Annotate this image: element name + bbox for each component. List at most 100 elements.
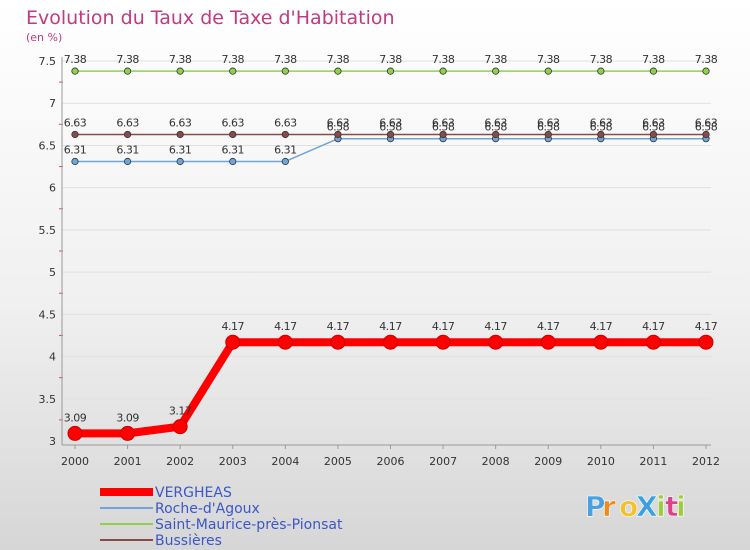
legend-label: VERGHEAS [155, 485, 232, 501]
data-point [698, 334, 714, 350]
logo-letter: t [665, 490, 678, 523]
data-label: 6.31 [116, 143, 139, 156]
series-2 [71, 130, 710, 139]
y-tick-label: 6.5 [39, 139, 57, 152]
data-label: 7.38 [537, 53, 560, 66]
data-label: 6.63 [537, 116, 560, 129]
data-label: 4.17 [432, 320, 455, 333]
data-point [334, 130, 342, 139]
series-0 [71, 67, 710, 75]
data-point [702, 130, 710, 139]
logo-letter: o [619, 490, 638, 523]
data-label: 4.17 [222, 320, 245, 333]
data-point [172, 419, 188, 435]
data-label: 6.58 [484, 121, 507, 134]
data-point [229, 130, 237, 139]
logo-letter: i [656, 490, 666, 523]
data-label: 7.38 [642, 53, 665, 66]
logo-letter: X [636, 490, 658, 523]
data-label: 7.38 [484, 53, 507, 66]
x-tick-label: 2011 [639, 455, 667, 468]
grid-lines [62, 60, 711, 442]
data-label: 3.09 [116, 411, 139, 424]
data-point [649, 130, 658, 139]
x-tick-label: 2009 [534, 455, 562, 468]
data-point [383, 334, 398, 350]
data-point [645, 334, 661, 350]
data-label: 6.58 [590, 121, 613, 134]
data-label: 7.38 [590, 53, 613, 66]
data-point [330, 334, 346, 350]
data-point [71, 67, 79, 75]
data-label: 7.38 [222, 53, 245, 66]
y-tick-label: 7 [49, 97, 56, 110]
data-labels: 7.38 7.38 7.38 7.38 7.38 7.38 7.38 7.38 7.38 7.38… [64, 53, 718, 424]
x-tick-label: 2012 [692, 455, 720, 468]
axes: 3 3.5 4 4.5 5 5.5 6 6.5 7 7.5 2000 2001 2002 2003 2004… [39, 55, 721, 468]
data-point [281, 67, 289, 75]
data-point [544, 67, 552, 75]
data-point [597, 130, 605, 139]
data-point [123, 67, 132, 75]
data-point [435, 334, 451, 350]
data-point [176, 157, 184, 166]
data-label: 6.63 [642, 116, 665, 129]
x-tick-label: 2004 [271, 455, 299, 468]
data-label: 6.31 [169, 143, 192, 156]
data-label: 4.17 [537, 320, 560, 333]
logo-letter: i [676, 490, 686, 523]
data-label: 6.58 [642, 121, 665, 134]
data-label: 7.38 [327, 53, 350, 66]
x-tick-label: 2010 [587, 455, 615, 468]
data-label: 4.17 [327, 320, 350, 333]
data-point [225, 334, 241, 350]
data-label: 6.58 [432, 121, 455, 134]
data-label: 7.38 [274, 53, 297, 66]
logo-letter: P [585, 490, 606, 523]
data-point [123, 130, 132, 139]
data-point [120, 425, 136, 441]
data-label: 6.63 [432, 116, 455, 129]
data-point [702, 67, 710, 75]
y-tick-label: 3 [49, 435, 56, 448]
data-point [386, 130, 395, 139]
data-label: 6.63 [222, 116, 245, 129]
legend-label: Bussières [155, 533, 222, 549]
series-group [67, 67, 714, 441]
data-point [229, 67, 237, 75]
data-point [649, 67, 658, 75]
data-point [488, 334, 504, 350]
x-tick-label: 2006 [377, 455, 405, 468]
y-tick-label: 5.5 [39, 224, 57, 237]
data-label: 4.17 [590, 320, 613, 333]
data-label: 4.17 [642, 320, 665, 333]
data-label: 6.31 [64, 143, 87, 156]
data-label: 7.38 [64, 53, 87, 66]
data-label: 6.63 [484, 116, 507, 129]
data-point [593, 334, 609, 350]
data-point [229, 157, 237, 166]
data-label: 4.17 [274, 320, 297, 333]
data-point [71, 130, 79, 139]
data-label: 6.58 [537, 121, 560, 134]
data-label: 4.17 [484, 320, 507, 333]
data-label: 3.09 [64, 411, 87, 424]
data-point [71, 157, 79, 166]
x-tick-label: 2003 [219, 455, 247, 468]
data-label: 6.31 [222, 143, 245, 156]
y-axis-unit-label: (en %) [26, 31, 62, 44]
data-point [544, 130, 552, 139]
data-label: 6.58 [379, 121, 402, 134]
data-label: 6.58 [695, 121, 718, 134]
data-label: 4.17 [695, 320, 718, 333]
y-tick-label: 7.5 [39, 55, 57, 68]
data-point [281, 157, 289, 166]
data-point [386, 67, 395, 75]
series-3 [67, 334, 714, 441]
data-point [597, 67, 605, 75]
data-point [67, 425, 83, 441]
data-point [492, 67, 500, 75]
data-label: 7.38 [379, 53, 402, 66]
data-label: 6.63 [695, 116, 718, 129]
